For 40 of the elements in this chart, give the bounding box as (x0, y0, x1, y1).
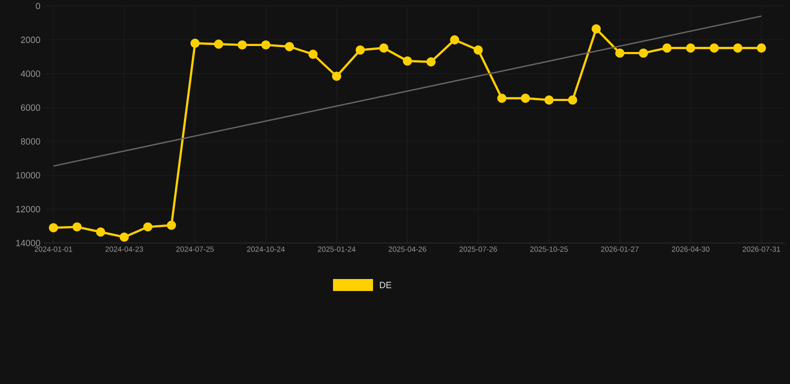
point (379, 43, 388, 53)
y-tick-label: 14000 (16, 240, 40, 246)
point (72, 222, 82, 232)
point (474, 45, 483, 55)
point (166, 220, 176, 230)
point (615, 48, 624, 58)
y-tick-label: 12000 (16, 206, 40, 212)
point (143, 222, 152, 232)
y-tick-label: 2000 (20, 36, 40, 44)
point (284, 42, 294, 52)
point (450, 35, 460, 44)
point (638, 48, 648, 58)
point (120, 232, 129, 242)
point (214, 39, 224, 49)
point (686, 43, 696, 53)
point (308, 50, 318, 59)
point (733, 43, 742, 53)
point (48, 223, 58, 232)
point (497, 94, 506, 103)
point (592, 24, 601, 34)
point (520, 94, 530, 103)
point (238, 40, 247, 50)
y-tick-label: 4000 (20, 70, 40, 77)
point (710, 43, 719, 53)
point (544, 95, 554, 105)
point (568, 95, 578, 105)
point (756, 43, 766, 53)
point (190, 38, 200, 48)
y-tick-label: 0 (36, 2, 40, 10)
point (261, 40, 270, 50)
y-tick-label: 6000 (20, 104, 40, 111)
legend-label: DE (380, 282, 392, 288)
point (96, 227, 106, 237)
point (426, 57, 436, 66)
y-tick-label: 8000 (20, 138, 40, 145)
point (402, 56, 412, 66)
point (332, 72, 342, 81)
point (662, 43, 672, 53)
point (356, 45, 365, 55)
y-tick-label: 10000 (16, 172, 40, 178)
